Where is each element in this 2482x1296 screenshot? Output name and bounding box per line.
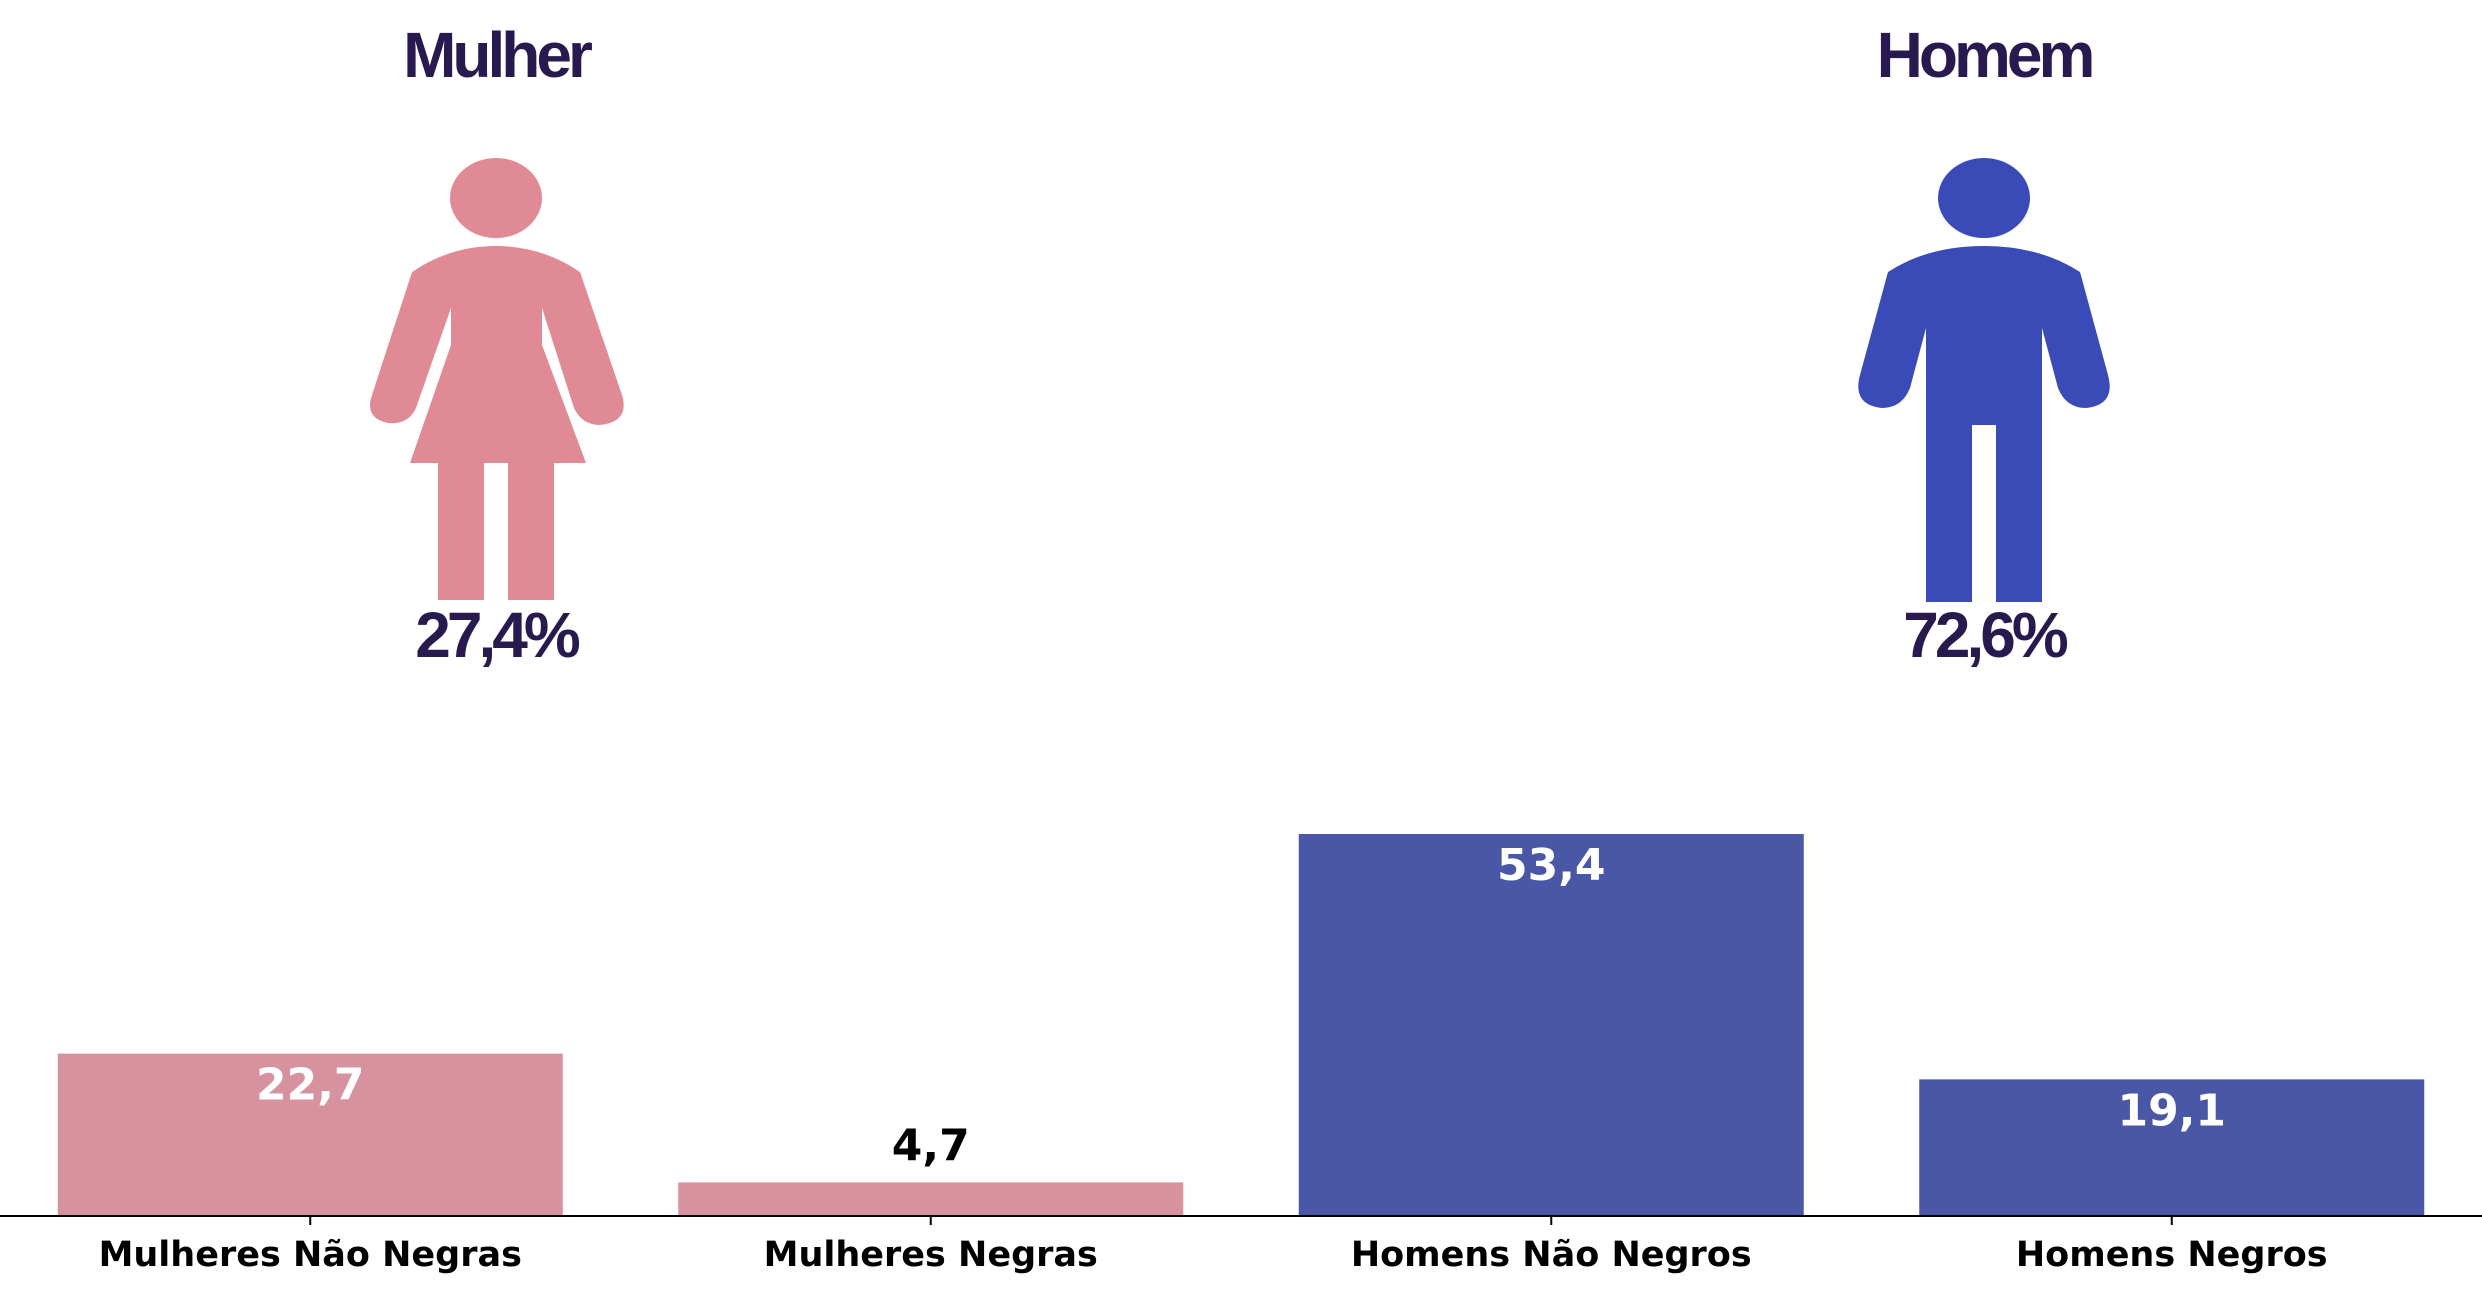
female-heading: Mulher (403, 19, 593, 91)
data-label-4: 19,1 (2117, 1085, 2226, 1136)
data-label-1: 22,7 (256, 1060, 365, 1111)
x-tick-label-2: Mulheres Negras (764, 1235, 1098, 1275)
male-heading: Homem (1876, 19, 2096, 91)
x-tick-label-1: Mulheres Não Negras (99, 1235, 522, 1275)
female-percentage: 27,4% (415, 599, 580, 671)
bar-3 (1298, 834, 1804, 1216)
bar-2 (678, 1182, 1184, 1216)
x-tick-label-3: Homens Não Negros (1351, 1235, 1752, 1275)
bar-4 (1919, 1079, 2425, 1216)
man-icon (1858, 158, 2110, 602)
x-tick-label-4: Homens Negros (2016, 1235, 2328, 1275)
woman-icon (370, 158, 624, 600)
data-label-2: 4,7 (892, 1120, 970, 1171)
x-ticks-group: Mulheres Não Negras Mulheres Negras Homens… (99, 1216, 2328, 1275)
male-percentage: 72,6% (1903, 599, 2068, 671)
bar-1 (57, 1053, 563, 1216)
bars-group (57, 834, 2425, 1216)
data-label-3: 53,4 (1497, 840, 1606, 891)
labels-group: 22,7 4,7 53,4 19,1 (256, 840, 2226, 1171)
